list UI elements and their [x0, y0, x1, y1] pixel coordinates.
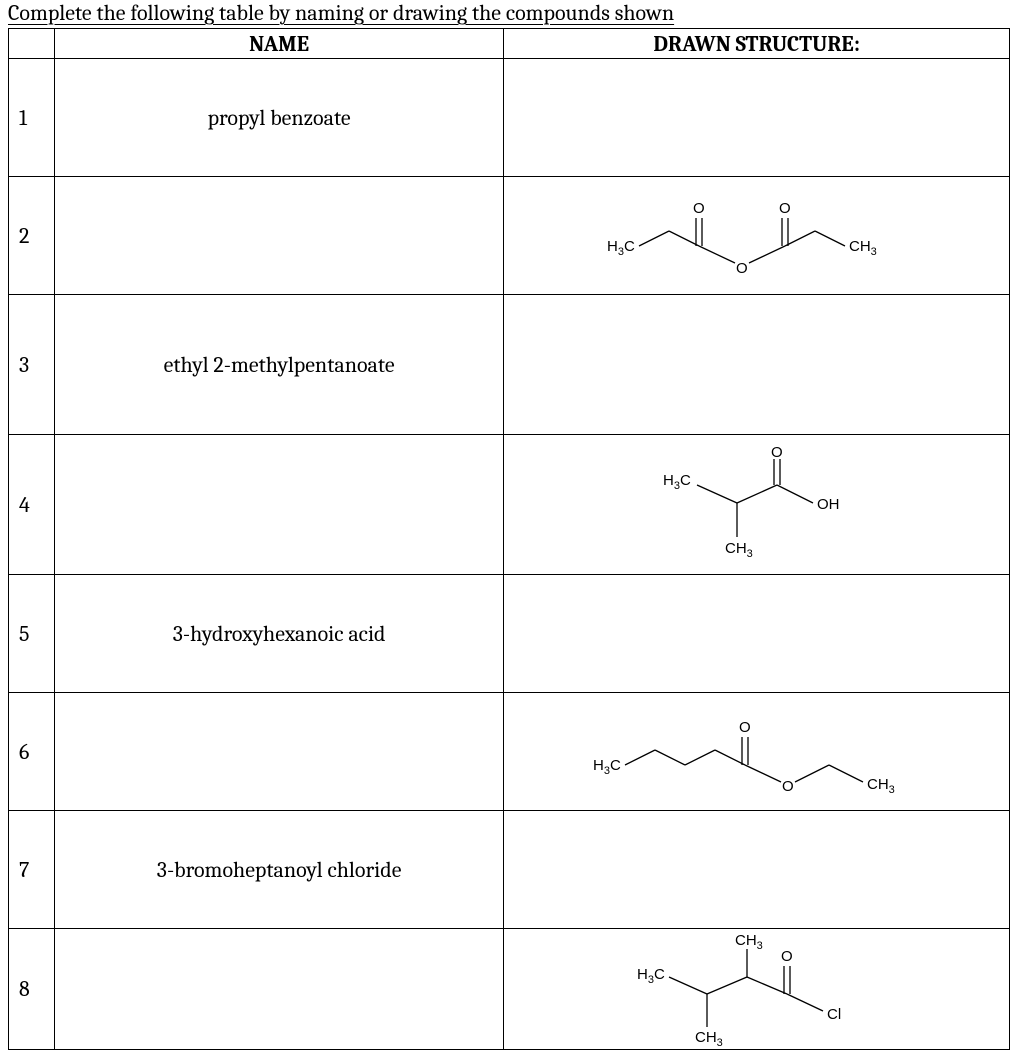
structure-cell: H3C O O O CH3	[504, 177, 1010, 295]
structure-trimethylacylchloride: H3C CH3 CH3 O Cl	[607, 929, 907, 1049]
label-h3c: H3C	[637, 966, 665, 986]
table-row: 2	[9, 177, 1010, 295]
label-h3c: H3C	[593, 757, 621, 777]
header-structure: DRAWN STRUCTURE:	[504, 29, 1010, 59]
label-o: O	[779, 200, 791, 217]
table-row: 8	[9, 929, 1010, 1050]
row-number: 4	[9, 435, 55, 575]
structure-cell: H3C CH3 CH3 O Cl	[504, 929, 1010, 1050]
structure-cell	[504, 295, 1010, 435]
row-number: 1	[9, 59, 55, 177]
label-oh: OH	[817, 496, 840, 513]
header-blank	[9, 29, 55, 59]
compound-name	[54, 177, 503, 295]
compound-name	[54, 435, 503, 575]
row-number: 8	[9, 929, 55, 1050]
row-number: 2	[9, 177, 55, 295]
compound-name: propyl benzoate	[54, 59, 503, 177]
row-number: 6	[9, 693, 55, 811]
row-number: 5	[9, 575, 55, 693]
structure-cell	[504, 575, 1010, 693]
label-o: O	[739, 719, 751, 736]
structure-cell: H3C O OH CH3	[504, 435, 1010, 575]
table-row: 3 ethyl 2-methylpentanoate	[9, 295, 1010, 435]
row-number: 7	[9, 811, 55, 929]
label-h3c: H3C	[663, 472, 691, 492]
row-number: 3	[9, 295, 55, 435]
label-ch3: CH3	[867, 776, 895, 796]
label-ch3: CH3	[849, 238, 877, 258]
table-row: 4	[9, 435, 1010, 575]
table-row: 7 3-bromoheptanoyl chloride	[9, 811, 1010, 929]
structure-cell	[504, 811, 1010, 929]
compound-name	[54, 929, 503, 1050]
structure-ethylpentanoate: H3C O O CH3	[567, 707, 947, 797]
compound-table: NAME DRAWN STRUCTURE: 1 propyl benzoate …	[8, 28, 1010, 1050]
structure-cell: H3C O O CH3	[504, 693, 1010, 811]
header-name: NAME	[54, 29, 503, 59]
compound-name: 3-bromoheptanoyl chloride	[54, 811, 503, 929]
table-row: 5 3-hydroxyhexanoic acid	[9, 575, 1010, 693]
label-o: O	[736, 260, 748, 277]
label-cl: Cl	[827, 1006, 841, 1023]
label-o: O	[781, 948, 793, 965]
label-ch3: CH3	[735, 932, 763, 952]
compound-name: ethyl 2-methylpentanoate	[54, 295, 503, 435]
compound-name: 3-hydroxyhexanoic acid	[54, 575, 503, 693]
label-ch3: CH3	[725, 540, 753, 560]
label-h3c: H3C	[607, 238, 635, 258]
table-row: 1 propyl benzoate	[9, 59, 1010, 177]
structure-anhydride: H3C O O O CH3	[577, 191, 937, 281]
label-o: O	[693, 200, 705, 217]
label-o: O	[782, 778, 794, 795]
label-o: O	[771, 445, 783, 461]
header-row: NAME DRAWN STRUCTURE:	[9, 29, 1010, 59]
structure-cell	[504, 59, 1010, 177]
compound-name	[54, 693, 503, 811]
table-row: 6	[9, 693, 1010, 811]
label-ch3: CH3	[695, 1029, 723, 1049]
structure-dimethylpropanoic: H3C O OH CH3	[627, 445, 887, 565]
instruction-text: Complete the following table by naming o…	[0, 0, 1018, 28]
